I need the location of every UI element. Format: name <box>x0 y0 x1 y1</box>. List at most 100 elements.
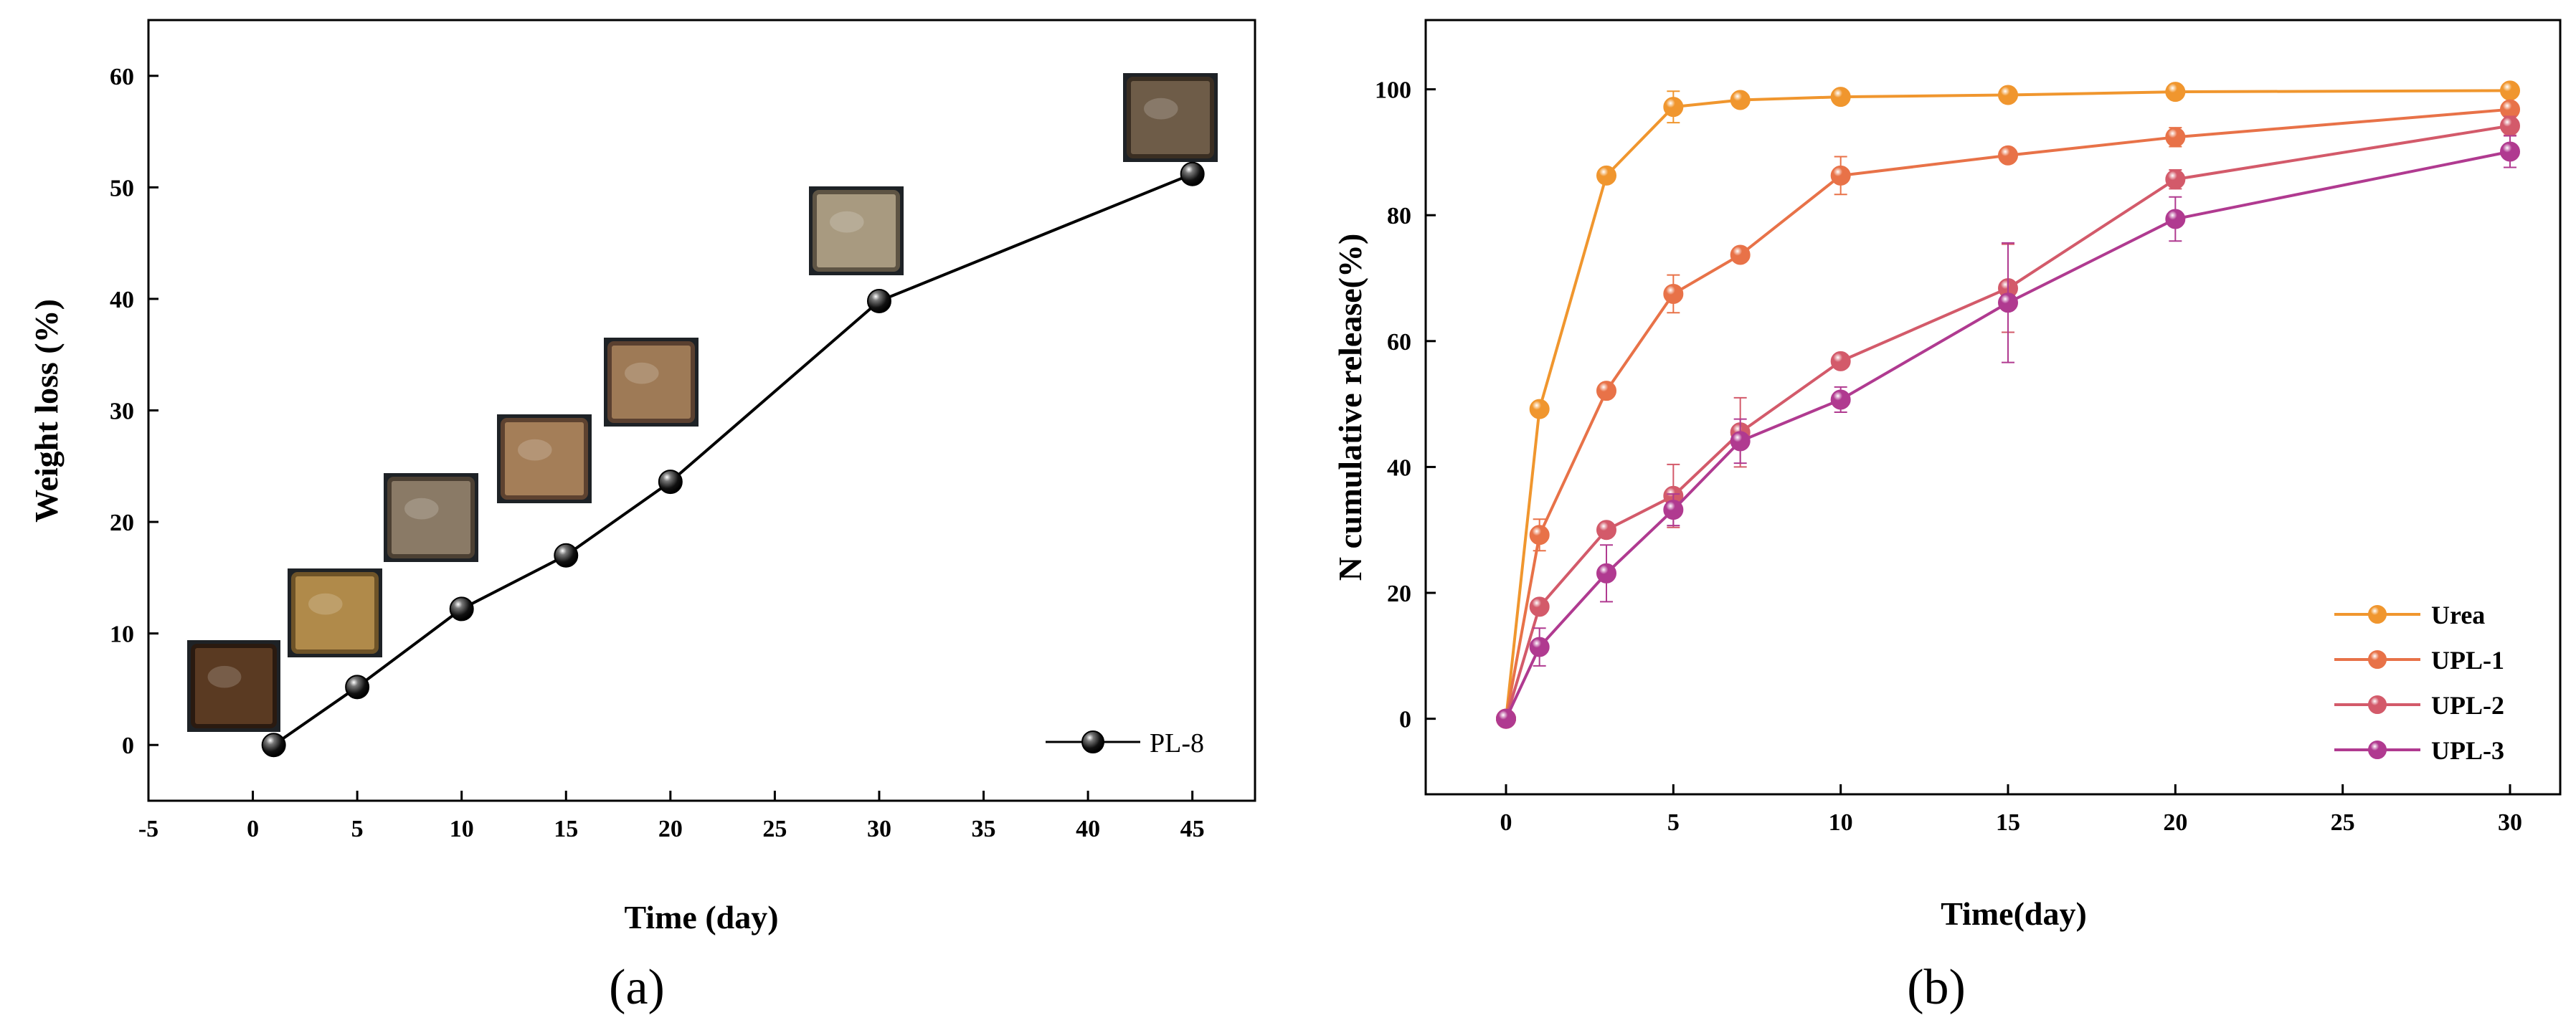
y-tick-label: 30 <box>110 399 134 425</box>
data-point <box>2165 127 2186 148</box>
sample-photo-day-5 <box>288 568 382 657</box>
series-line <box>1505 108 2511 719</box>
data-point <box>1830 165 1851 186</box>
y-tick-label: 60 <box>110 64 134 90</box>
data-point <box>1830 351 1851 371</box>
data-point <box>866 289 891 314</box>
data-point <box>261 733 286 758</box>
x-tick-label: 10 <box>1829 809 1853 836</box>
sample-photo-day-30 <box>809 186 904 275</box>
series-line <box>1505 124 2511 720</box>
legend-marker <box>2368 650 2387 669</box>
legend-marker <box>2368 741 2387 759</box>
data-point <box>1596 563 1616 584</box>
data-point <box>2165 82 2186 103</box>
data-point <box>1529 525 1550 546</box>
data-point <box>2500 141 2520 162</box>
x-tick-label: 10 <box>450 816 474 842</box>
data-point <box>1663 500 1684 520</box>
y-tick-label: 10 <box>110 622 134 648</box>
panel-b-series <box>1496 80 2520 729</box>
x-tick-label: -5 <box>138 816 158 842</box>
x-tick-label: 15 <box>554 816 578 842</box>
x-tick-label: 30 <box>867 816 891 842</box>
panel-a-sample-photos <box>187 73 1218 732</box>
legend-marker <box>2368 605 2387 624</box>
sample-photo-day-15 <box>497 414 592 503</box>
panel-a-y-axis-title: Weight loss (%) <box>28 299 65 523</box>
x-tick-label: 0 <box>1500 809 1512 836</box>
data-point <box>2165 209 2186 229</box>
data-point <box>1529 637 1550 657</box>
y-tick-label: 40 <box>110 287 134 313</box>
sample-photo-film <box>387 477 475 558</box>
panel-b-caption: (b) <box>1907 960 1966 1015</box>
sample-photo-day-45 <box>1123 73 1218 162</box>
sample-photo-film <box>291 572 379 654</box>
panel-b-plot-frame <box>1424 19 2562 796</box>
series-UPL-1 <box>1496 99 2520 729</box>
data-point <box>1998 292 2018 313</box>
data-point <box>1730 90 1751 110</box>
data-point <box>1596 381 1616 401</box>
y-tick-label: 80 <box>1387 203 1411 229</box>
series-line <box>1505 89 2511 719</box>
x-tick-label: 35 <box>972 816 996 842</box>
data-point <box>1180 161 1205 186</box>
data-point <box>1998 85 2018 105</box>
x-tick-label: 5 <box>351 816 364 842</box>
sample-photo-day-1 <box>187 640 280 732</box>
y-tick-label: 60 <box>1387 329 1411 356</box>
sample-photo-film <box>191 644 277 728</box>
data-point <box>1730 431 1751 452</box>
panel-a-legend-marker <box>1081 730 1104 753</box>
panel-a-legend-label: PL-8 <box>1150 728 1204 758</box>
data-point <box>1730 244 1751 265</box>
panel-b-x-axis-title: Time(day) <box>1941 895 2087 932</box>
y-tick-label: 40 <box>1387 454 1411 481</box>
sample-photo-highlight <box>1144 97 1178 120</box>
panel-b-n-release-chart: 0 5 10 15 20 25 30 0 20 40 60 80 100 Time(day) N cum… <box>1332 19 2562 1015</box>
data-point <box>1529 596 1550 617</box>
legend-item-Urea: Urea <box>2334 601 2485 629</box>
panel-a-series <box>261 161 1205 758</box>
panel-a-weight-loss-chart: -5 0 5 10 15 20 25 30 35 40 45 0 10 20 30 40 50 60 Time (… <box>28 19 1256 1015</box>
series-line-PL-8 <box>273 172 1193 746</box>
y-tick-label: 0 <box>1399 707 1411 733</box>
legend-item-UPL-2: UPL-2 <box>2334 691 2504 720</box>
data-point <box>2500 115 2520 136</box>
sample-photo-highlight <box>625 362 659 384</box>
x-tick-label: 25 <box>2331 809 2355 836</box>
sample-photo-film <box>1127 77 1214 158</box>
data-point <box>1596 165 1616 186</box>
data-point <box>1663 283 1684 304</box>
x-tick-label: 20 <box>2163 809 2187 836</box>
panel-a-x-axis-title: Time (day) <box>624 899 778 936</box>
legend-label: UPL-2 <box>2431 691 2504 720</box>
data-point <box>658 470 683 495</box>
x-tick-label: 20 <box>658 816 683 842</box>
data-point <box>1529 399 1550 419</box>
sample-photo-day-10 <box>384 473 478 562</box>
data-point <box>2165 169 2186 190</box>
y-tick-label: 20 <box>110 510 134 536</box>
sample-photo-highlight <box>404 498 439 520</box>
x-tick-label: 5 <box>1667 809 1680 836</box>
sample-photo-highlight <box>830 211 864 233</box>
data-point <box>1596 520 1616 541</box>
data-point <box>2500 80 2520 101</box>
legend-item-UPL-3: UPL-3 <box>2334 736 2504 765</box>
series-line <box>1505 150 2511 720</box>
panel-a-legend: PL-8 <box>1046 728 1204 758</box>
data-point <box>449 596 474 622</box>
x-tick-label: 0 <box>247 816 259 842</box>
legend-item-UPL-1: UPL-1 <box>2334 646 2504 675</box>
x-tick-label: 25 <box>762 816 787 842</box>
x-tick-label: 15 <box>1996 809 2020 836</box>
panel-b-y-axis-title: N cumulative release(%) <box>1332 234 1368 581</box>
y-tick-label: 20 <box>1387 581 1411 607</box>
data-point <box>345 675 370 700</box>
sample-photo-film <box>813 190 900 272</box>
x-tick-label: 45 <box>1180 816 1205 842</box>
data-point <box>1496 708 1516 729</box>
